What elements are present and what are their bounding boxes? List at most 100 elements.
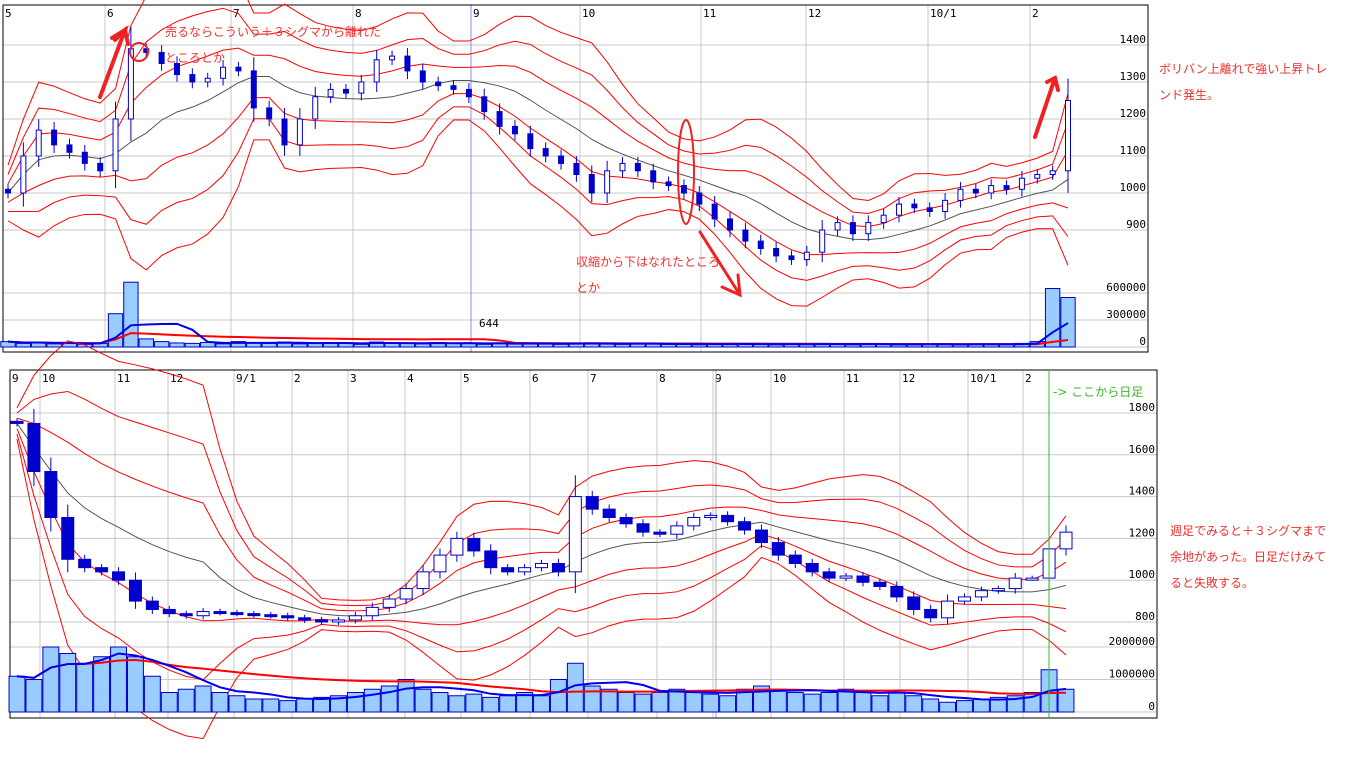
- candle-body: [312, 96, 319, 120]
- cursor-label: 644: [479, 317, 499, 330]
- volume-ma-short-line: [16, 652, 1067, 701]
- volume-bar: [820, 692, 838, 713]
- volume-bar: [956, 700, 973, 713]
- candle-body: [281, 615, 295, 619]
- volume-bar: [651, 692, 669, 713]
- volume-bar: [126, 656, 144, 713]
- candle-body: [805, 562, 819, 573]
- candle-body: [573, 162, 580, 175]
- volume-bar: [107, 313, 124, 348]
- volume-bar: [42, 646, 60, 713]
- candle-body: [527, 133, 534, 150]
- candle-body: [247, 613, 261, 617]
- candle-body: [484, 550, 498, 569]
- x-tick-label: 10: [42, 372, 55, 385]
- x-tick-label: 7: [233, 7, 240, 20]
- y-tick-label: 1400: [1129, 485, 1156, 498]
- candle-body: [145, 600, 159, 610]
- candle-body: [680, 185, 687, 194]
- bollinger-band-minus3-sigma: [7, 119, 1069, 307]
- candle-body: [81, 151, 88, 164]
- candle-body: [974, 590, 988, 598]
- candle-body: [433, 554, 447, 573]
- volume-bar: [769, 688, 787, 713]
- volume-bar: [169, 342, 185, 348]
- volume-bar: [262, 698, 280, 713]
- volume-tick-label: 0: [1148, 700, 1155, 713]
- volume-bar: [482, 696, 500, 713]
- volume-tick-label: 300000: [1106, 308, 1146, 321]
- volume-bar: [177, 688, 195, 713]
- volume-bar: [499, 695, 517, 713]
- annotation-trend-line1: ボリバン上離れで強い上昇トレ: [1159, 62, 1328, 76]
- volume-bar: [15, 342, 32, 348]
- candle-body: [331, 619, 345, 623]
- volume-bar: [59, 653, 77, 713]
- candle-body: [604, 170, 611, 194]
- candle-body: [653, 531, 667, 535]
- annotation-weekly-line2: 余地があった。日足だけみて: [1170, 550, 1327, 564]
- candle-body: [602, 508, 616, 519]
- candle-body: [213, 611, 227, 615]
- chart-frame: [9, 369, 1158, 719]
- volume-bar: [397, 679, 415, 713]
- candle-body: [373, 59, 380, 83]
- volume-bar: [431, 692, 449, 713]
- candle-body: [281, 118, 288, 146]
- candle-body: [97, 162, 104, 172]
- y-tick-label: 1000: [1129, 568, 1156, 581]
- candle-body: [1034, 174, 1041, 179]
- candle-body: [957, 596, 971, 602]
- volume-bar: [634, 693, 652, 713]
- candle-body: [926, 207, 933, 213]
- volume-bar: [76, 662, 94, 713]
- volume-bar: [46, 343, 62, 348]
- y-tick-label: 1200: [1129, 526, 1156, 539]
- x-tick-label: 6: [532, 372, 539, 385]
- candle-body: [399, 588, 413, 600]
- annotation-sell: 売るならこういう＋３シグマから離れた ところとか: [165, 19, 381, 71]
- candle-body: [162, 608, 176, 615]
- volume-bar: [871, 695, 889, 713]
- candle-body: [819, 229, 826, 253]
- volume-bar: [415, 343, 431, 348]
- candle-body: [518, 567, 532, 573]
- candle-body: [890, 585, 904, 598]
- down-arrow-marker: [698, 230, 742, 297]
- bollinger-band-minus2-sigma: [16, 433, 1067, 681]
- x-tick-label: 2: [1032, 7, 1039, 20]
- volume-bar: [617, 692, 635, 713]
- candle-body: [44, 471, 58, 518]
- volume-bar: [719, 695, 737, 713]
- candle-body: [957, 188, 964, 201]
- volume-bar: [553, 343, 569, 348]
- volume-bar: [138, 338, 154, 348]
- volume-bar: [296, 698, 314, 713]
- candle-body: [551, 562, 565, 573]
- volume-bar: [448, 695, 466, 713]
- circle-marker: [129, 42, 149, 62]
- x-tick-label: 4: [407, 372, 414, 385]
- volume-bar: [143, 675, 161, 713]
- chart-frame: [2, 4, 1149, 353]
- volume-ma-long-line: [16, 658, 1067, 695]
- x-tick-label: 10/1: [970, 372, 997, 385]
- x-tick-label: 5: [5, 7, 12, 20]
- bollinger-band-plus2-sigma: [16, 390, 1067, 607]
- candle-body: [839, 575, 853, 579]
- volume-bar: [803, 693, 821, 713]
- bollinger-middle-line: [16, 423, 1067, 617]
- candle-body: [296, 118, 303, 146]
- volume-bar: [380, 685, 398, 713]
- candle-body: [481, 96, 488, 113]
- bollinger-band-minus3-sigma: [16, 439, 1067, 740]
- candle-body: [467, 537, 481, 552]
- candle-body: [907, 596, 921, 610]
- volume-bar: [313, 696, 331, 713]
- x-tick-label: 7: [590, 372, 597, 385]
- x-tick-label: 6: [107, 7, 114, 20]
- bollinger-middle-line: [7, 75, 1069, 241]
- candle-body: [189, 74, 196, 83]
- candle-body: [235, 66, 242, 72]
